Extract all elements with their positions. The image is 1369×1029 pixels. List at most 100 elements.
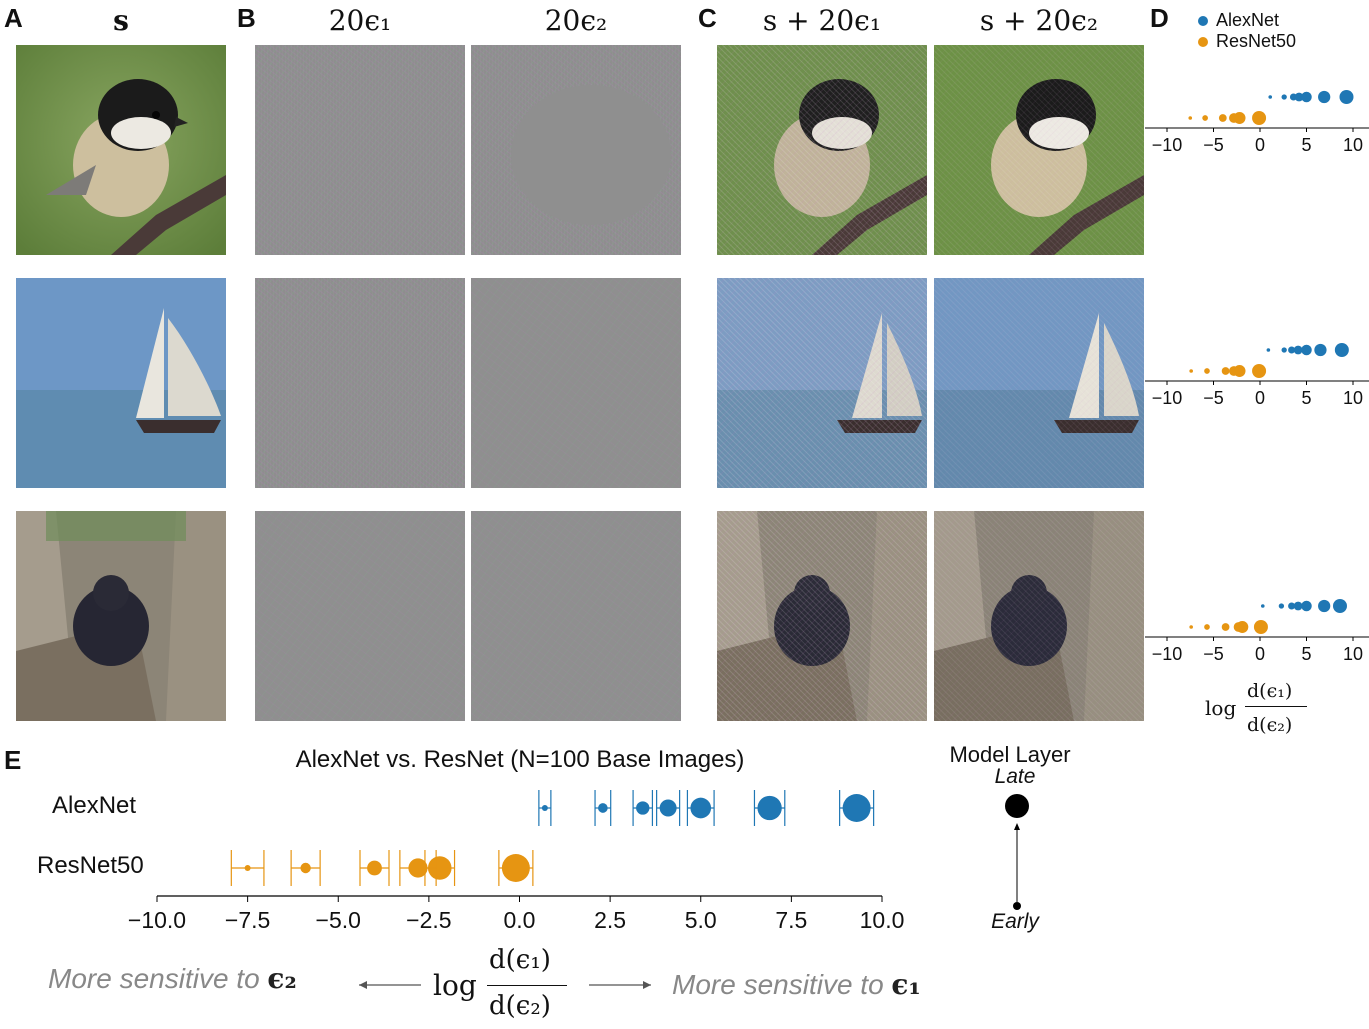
x-tick-label: 0.0 [504, 907, 536, 933]
resnet50-layer-point [230, 850, 265, 886]
perturbation-eps1-bird [255, 45, 465, 255]
alexnet-layer-point [632, 790, 654, 826]
panel-e-title: AlexNet vs. ResNet (N=100 Base Images) [295, 746, 745, 773]
legend-item-resnet: ResNet50 [1198, 31, 1296, 52]
right-arrow-icon [589, 981, 651, 989]
layer-legend-early-dot [1013, 902, 1021, 910]
mini-tick-label: −5 [1203, 644, 1224, 664]
resnet50-layer-point [498, 850, 534, 886]
panel-letter-d: D [1150, 3, 1169, 33]
alexnet-layer-point [686, 790, 715, 826]
image-chimpanzee [16, 511, 226, 721]
resnet50-mini-point [1189, 625, 1193, 629]
row-label-alexnet: AlexNet [52, 792, 137, 819]
panel-d-fraction-bar [1245, 706, 1307, 707]
column-head-eps2: 20ϵ₂ [544, 4, 608, 37]
perturbation-eps2-bird [471, 45, 681, 255]
legend-label-resnet: ResNet50 [1216, 31, 1297, 51]
column-head-s-plus-eps2: s + 20ϵ₂ [979, 4, 1099, 37]
alexnet-mini-point [1314, 343, 1327, 357]
resnet50-mini-point [1204, 368, 1210, 374]
layer-legend-arrow-head [1014, 823, 1020, 830]
x-tick-label: 2.5 [594, 907, 626, 933]
alexnet-mini-point [1318, 90, 1331, 104]
perturbation-eps1-chimpanzee [255, 511, 465, 721]
x-tick-label: −10.0 [128, 907, 186, 933]
x-tick-label: 7.5 [775, 907, 807, 933]
alexnet-mini-point [1281, 347, 1287, 353]
resnet50-mini-point [1221, 367, 1230, 375]
center-xlabel: log d(ϵ₁) d(ϵ₂) [433, 945, 573, 1025]
column-head-s-plus-eps1: s + 20ϵ₁ [762, 4, 882, 37]
resnet50-layer-point [359, 850, 390, 886]
center-xlabel-num: d(ϵ₁) [489, 945, 551, 975]
alexnet-mini-point [1339, 90, 1354, 104]
row-label-resnet50: ResNet50 [37, 852, 144, 879]
resnet50-mini-point [1189, 369, 1193, 373]
alexnet-layer-point [839, 790, 875, 826]
mini-tick-label: −10 [1152, 644, 1183, 664]
resnet50-mini-point [1253, 620, 1268, 634]
resnet50-layer-point [290, 850, 321, 886]
mini-plot-chimpanzee: −10 −5 0 5 10 [1145, 599, 1369, 664]
resnet50-mini-point [1218, 114, 1227, 122]
legend-dot-alexnet [1198, 16, 1208, 26]
alexnet-layer-point [594, 790, 612, 826]
panel-d-xlabel-den: d(ϵ₂) [1247, 714, 1293, 736]
right-sensitivity-symbol: ϵ₁ [891, 968, 921, 1001]
center-fraction-bar [487, 985, 567, 986]
image-chimpanzee-plus-eps1 [717, 511, 927, 721]
right-sensitivity-text: More sensitive to [672, 969, 884, 1000]
mini-tick-label: 0 [1255, 644, 1265, 664]
center-xlabel-log: log [433, 969, 477, 1002]
mini-plot-sailboat: −10 −5 0 5 10 [1145, 343, 1369, 408]
legend-dot-resnet [1198, 37, 1208, 47]
alexnet-mini-point [1278, 603, 1285, 609]
mini-tick-label: 0 [1255, 135, 1265, 155]
resnet50-mini-point [1252, 364, 1267, 378]
alexnet-mini-point [1301, 600, 1312, 612]
column-head-s: s [113, 4, 129, 37]
alexnet-mini-point [1332, 599, 1347, 613]
alexnet-mini-point [1334, 343, 1349, 357]
layer-legend-late: Late [994, 765, 1036, 788]
resnet50-mini-point [1229, 113, 1239, 123]
panel-letter-e: E [4, 745, 22, 775]
right-sensitivity-note: More sensitive to ϵ₁ [672, 968, 921, 1001]
alexnet-mini-point [1318, 599, 1331, 613]
alexnet-mini-point [1260, 604, 1265, 608]
mini-tick-label: 5 [1301, 644, 1311, 664]
resnet50-mini-point [1202, 115, 1208, 121]
alexnet-mini-point [1288, 602, 1296, 610]
layer-legend-early: Early [991, 910, 1039, 933]
panel-letter-a: A [4, 3, 23, 33]
image-sailboat-plus-eps1 [717, 278, 927, 488]
panel-d-xlabel-num: d(ϵ₁) [1247, 680, 1293, 702]
image-sailboat [16, 278, 226, 488]
alexnet-mini-point [1301, 91, 1312, 103]
column-head-eps1: 20ϵ₁ [328, 4, 392, 37]
x-tick-label: 10.0 [860, 907, 905, 933]
x-tick-label: −7.5 [225, 907, 270, 933]
alexnet-mini-point [1294, 92, 1304, 102]
mini-tick-label: −5 [1203, 388, 1224, 408]
image-bird-plus-eps1 [717, 45, 927, 255]
x-tick-label: 5.0 [685, 907, 717, 933]
mini-plot-bird: −10 −5 0 5 10 [1145, 90, 1369, 155]
alexnet-mini-point [1293, 345, 1303, 355]
image-sailboat-plus-eps2 [934, 278, 1144, 488]
mini-tick-label: 0 [1255, 388, 1265, 408]
panel-letter-b: B [237, 3, 256, 33]
legend-item-alexnet: AlexNet [1198, 10, 1296, 31]
mini-tick-label: −10 [1152, 388, 1183, 408]
layer-legend-graphic [1005, 794, 1029, 910]
resnet50-mini-point [1233, 622, 1244, 632]
left-sensitivity-note: More sensitive to ϵ₂ [48, 962, 297, 995]
layer-legend-title: Model Layer [949, 742, 1071, 767]
panel-d-xlabel: log d(ϵ₁) d(ϵ₂) [1205, 680, 1315, 740]
alexnet-mini-point [1288, 346, 1296, 354]
alexnet-mini-point [1281, 94, 1287, 100]
alexnet-mini-point [1266, 348, 1271, 352]
panel-d-legend: AlexNet ResNet50 [1198, 10, 1296, 52]
layer-legend-late-dot [1005, 794, 1029, 818]
